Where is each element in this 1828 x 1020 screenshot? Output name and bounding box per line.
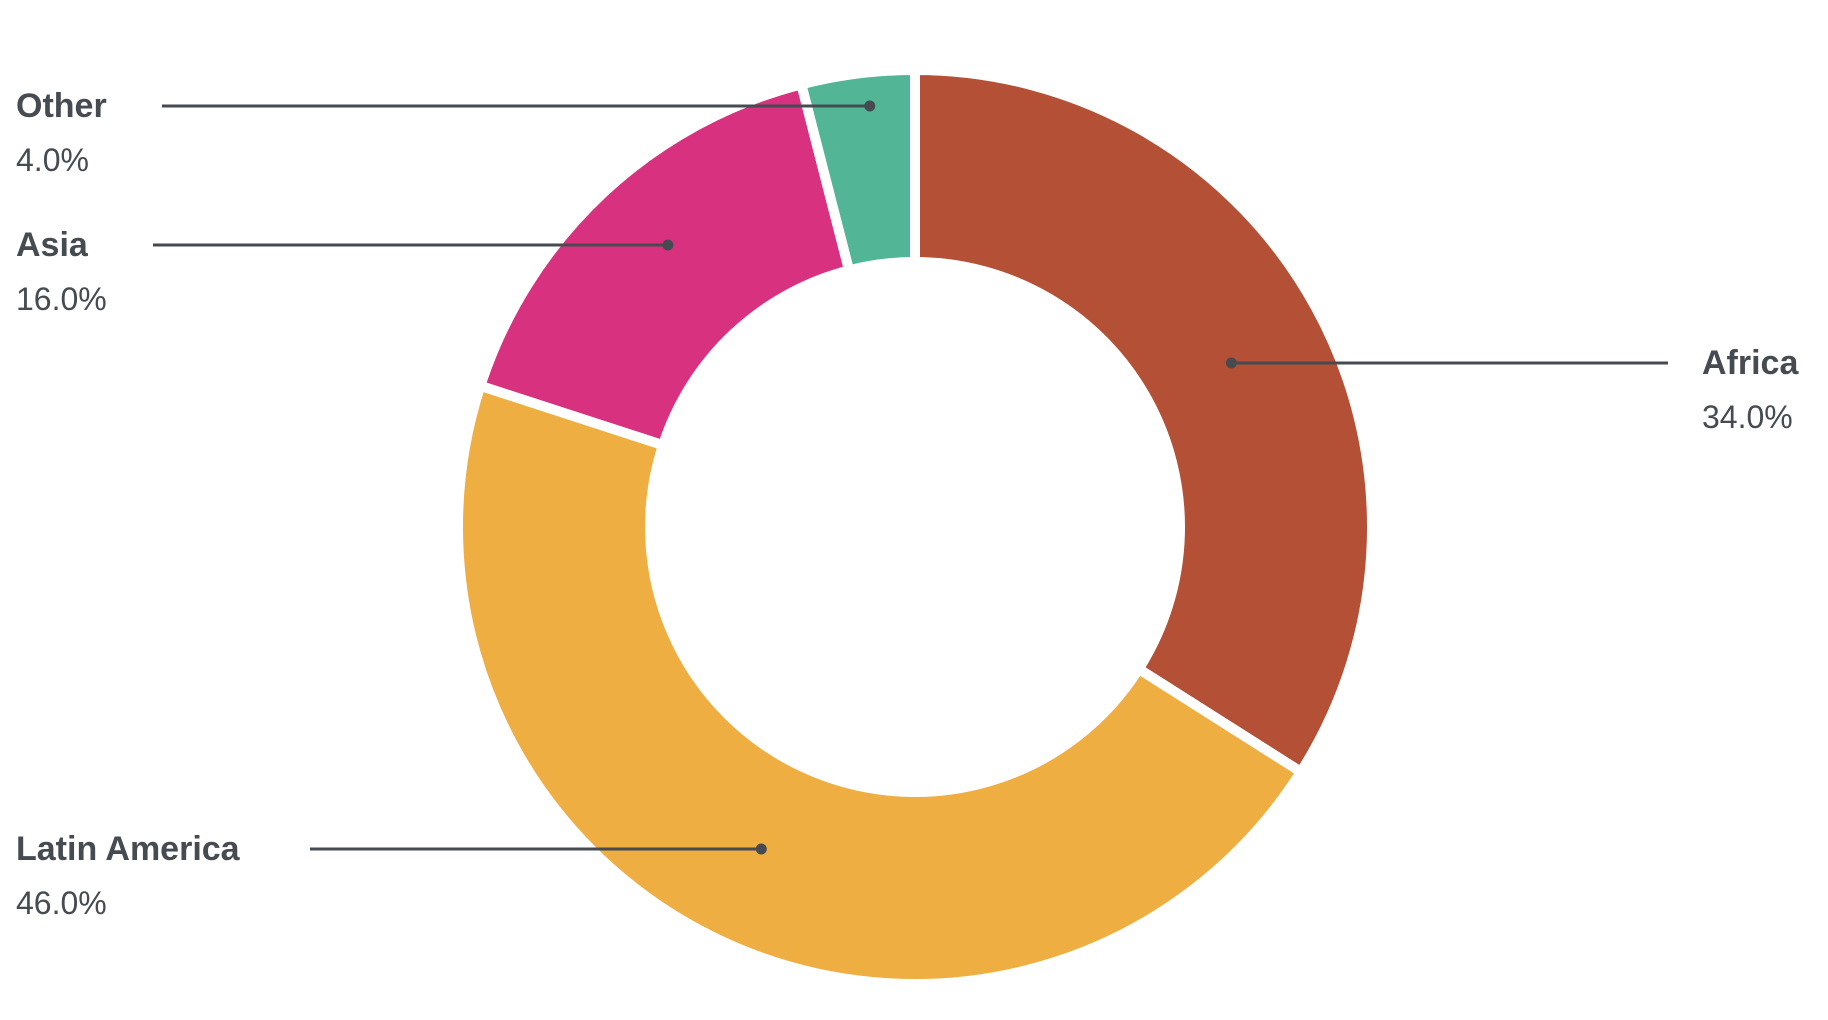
slice-other [795, 64, 920, 277]
slice-asia [474, 78, 856, 452]
label-value-asia: 16.0% [16, 281, 107, 317]
leader-dot-other [864, 100, 876, 112]
slice-africa [910, 64, 1377, 779]
label-name-asia: Asia [16, 226, 89, 264]
leader-dot-africa [1225, 357, 1237, 369]
label-name-africa: Africa [1702, 344, 1799, 382]
label-value-africa: 34.0% [1702, 399, 1793, 435]
label-name-latin-america: Latin America [16, 830, 241, 868]
label-name-other: Other [16, 87, 107, 125]
label-value-latin-america: 46.0% [16, 885, 107, 921]
slices [453, 64, 1377, 990]
leader-dot-asia [662, 239, 674, 251]
leader-dot-latin-america [755, 843, 767, 855]
slice-labels: Africa 34.0% Latin America 46.0% Asia 16.0% Ot… [16, 87, 1799, 921]
slice-latin-america [453, 379, 1308, 990]
label-value-other: 4.0% [16, 142, 89, 178]
